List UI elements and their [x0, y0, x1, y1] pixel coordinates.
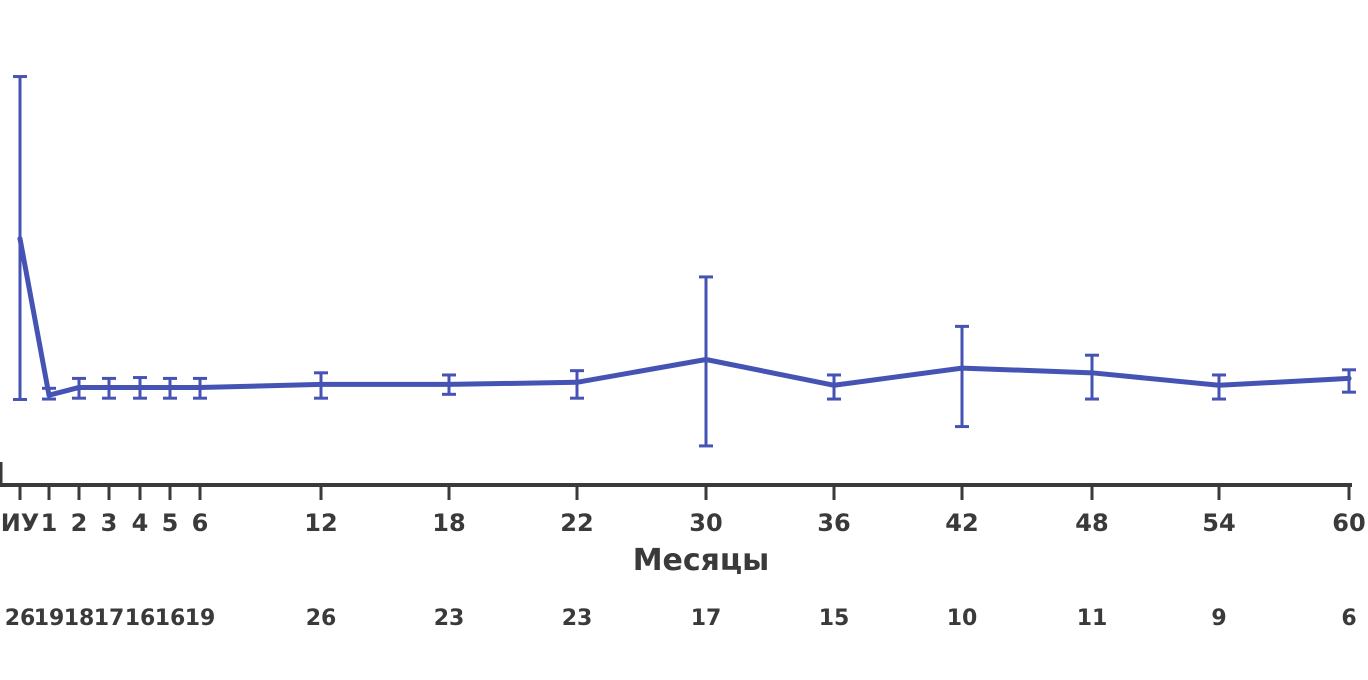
x-tick-label: 30 [689, 509, 722, 537]
x-tick-label: 54 [1202, 509, 1235, 537]
error-bar [1342, 368, 1356, 394]
count-label: 6 [1341, 606, 1356, 631]
error-bar [955, 324, 969, 429]
x-tick-label: ИУ [1, 509, 40, 537]
x-tick-label: 48 [1075, 509, 1108, 537]
x-tick-label: 4 [132, 509, 149, 537]
count-label: 19 [34, 606, 65, 631]
data-point [831, 382, 837, 388]
x-tick-label: 1 [41, 509, 58, 537]
data-point [1216, 382, 1222, 388]
count-label: 16 [125, 606, 156, 631]
count-label: 17 [691, 606, 722, 631]
data-point [76, 384, 82, 390]
count-label: 19 [185, 606, 216, 631]
count-label: 26 [306, 606, 337, 631]
series-line [17, 236, 1352, 398]
x-tick-label: 6 [192, 509, 209, 537]
x-tick-label: 22 [560, 509, 593, 537]
x-tick-label: 18 [432, 509, 465, 537]
data-point [1089, 370, 1095, 376]
count-label: 17 [94, 606, 125, 631]
count-label: 11 [1077, 606, 1108, 631]
x-axis-title: Месяцы [633, 543, 770, 578]
x-tick-label: 60 [1332, 509, 1365, 537]
data-point [106, 384, 112, 390]
x-tick-label: 12 [304, 509, 337, 537]
count-label: 26 [5, 606, 36, 631]
data-point [318, 381, 324, 387]
count-label: 15 [819, 606, 850, 631]
data-point [959, 365, 965, 371]
count-label: 23 [434, 606, 465, 631]
data-point [167, 384, 173, 390]
x-tick-label: 3 [101, 509, 118, 537]
x-axis [0, 462, 1352, 500]
data-point [17, 236, 23, 242]
count-label: 23 [562, 606, 593, 631]
data-point [46, 392, 52, 398]
count-label: 9 [1211, 606, 1226, 631]
x-tick-label: 2 [71, 509, 88, 537]
data-point [197, 384, 203, 390]
data-point [703, 356, 709, 362]
error-bars [13, 75, 1356, 448]
count-label: 10 [947, 606, 978, 631]
data-point [1346, 375, 1352, 381]
count-label: 18 [64, 606, 95, 631]
data-point [137, 384, 143, 390]
x-tick-label: 42 [945, 509, 978, 537]
data-point [446, 381, 452, 387]
x-tick-labels: ИУ 1 2 3 4 5 6 12 18 22 30 36 42 48 54 60 [1, 509, 1366, 537]
x-tick-label: 5 [162, 509, 179, 537]
count-label: 16 [155, 606, 186, 631]
series-line-group [17, 236, 1352, 398]
x-tick-label: 36 [817, 509, 850, 537]
data-point [574, 379, 580, 385]
error-bar [1085, 353, 1099, 401]
